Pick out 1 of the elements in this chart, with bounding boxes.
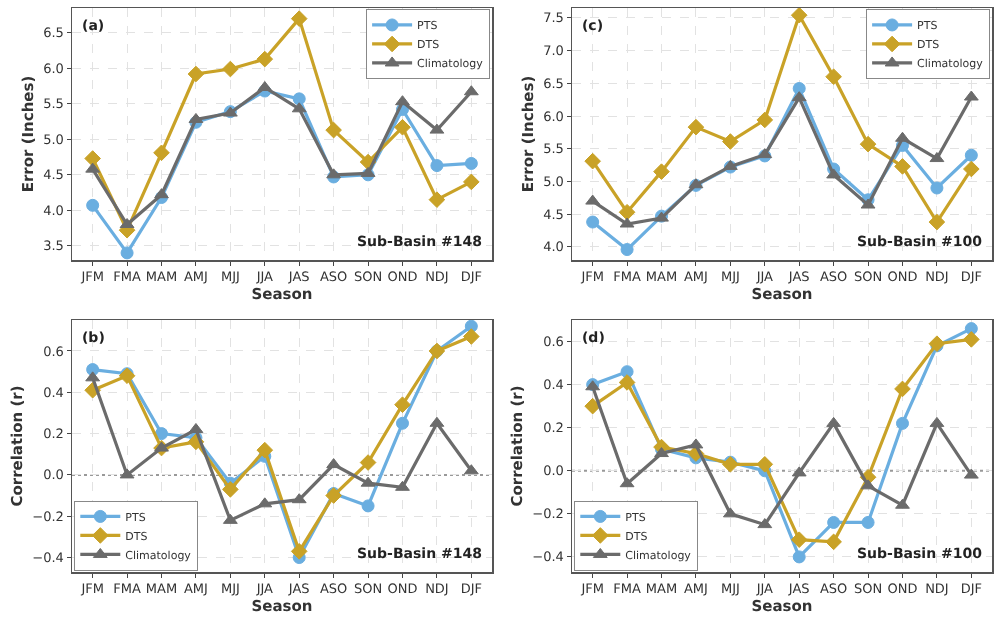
point xyxy=(790,8,808,24)
